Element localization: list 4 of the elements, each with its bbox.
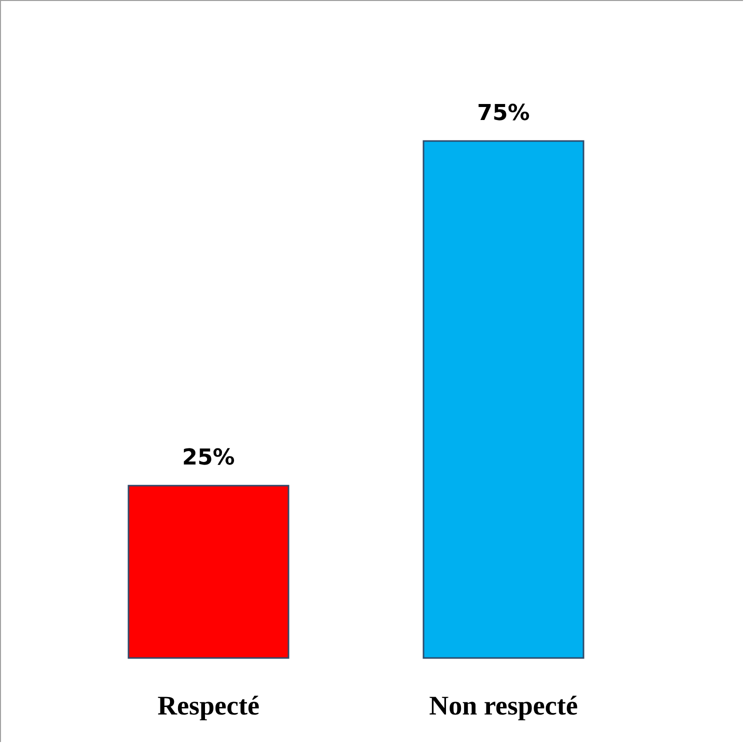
x-tick-label: Non respecté — [429, 690, 578, 720]
data-label: 25% — [182, 446, 235, 471]
data-label: 75% — [477, 101, 530, 126]
x-tick-label: Respecté — [158, 690, 260, 720]
